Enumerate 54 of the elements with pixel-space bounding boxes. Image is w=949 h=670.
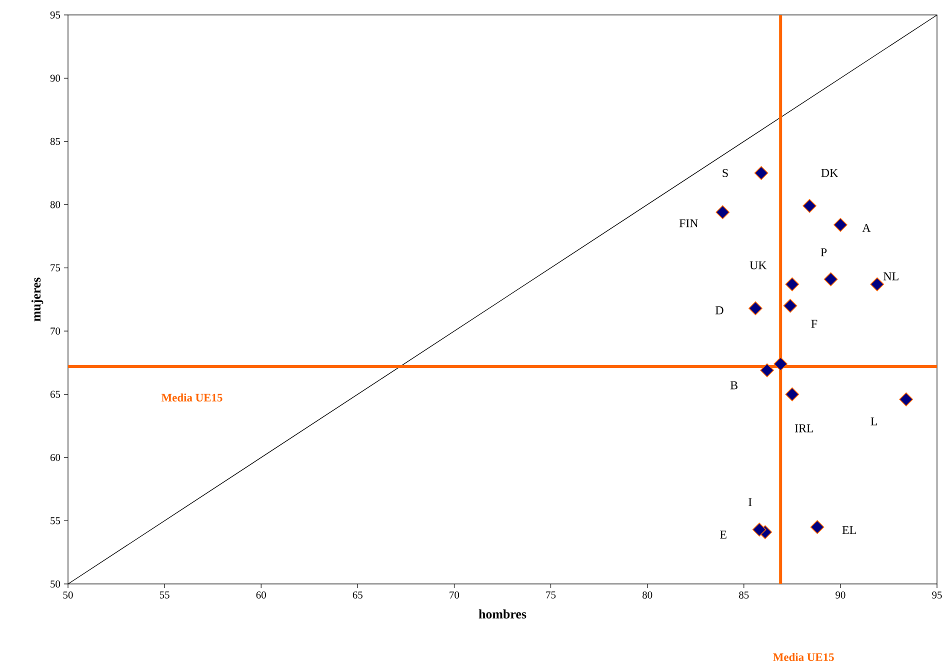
x-tick-label: 60 (256, 592, 266, 599)
annotation: S (722, 169, 728, 178)
y-tick-label: 75 (50, 264, 60, 272)
annotation: A (862, 224, 871, 232)
annotation: F (811, 320, 818, 328)
point (783, 298, 798, 313)
y-tick-label: 65 (50, 390, 60, 398)
ref-line-label: Media UE15 (773, 652, 834, 662)
point (785, 277, 800, 292)
annotation: FIN (679, 219, 698, 228)
point (748, 301, 762, 316)
annotation: DK (821, 168, 838, 177)
y-tick-label: 55 (50, 517, 60, 524)
x-tick-label: 75 (546, 592, 556, 598)
point (774, 357, 788, 371)
annotation: P (820, 248, 827, 256)
annotation: L (870, 417, 878, 426)
y-axis-title: mujeres (31, 278, 44, 322)
point (785, 387, 800, 402)
point (870, 277, 884, 292)
point (834, 218, 848, 232)
point (899, 392, 914, 406)
y-tick-label: 90 (50, 74, 60, 82)
x-tick-label: 85 (739, 592, 749, 599)
annotation: D (716, 306, 724, 314)
y-tick-label: 95 (50, 11, 60, 19)
x-tick-label: 65 (352, 592, 362, 599)
annotation: IRL (794, 424, 814, 432)
x-tick-label: 90 (836, 592, 846, 599)
point (754, 166, 768, 180)
annotation: NL (884, 272, 898, 280)
x-tick-label: 95 (932, 592, 942, 599)
y-tick-label: 70 (50, 328, 60, 335)
point (824, 272, 838, 286)
y-tick-label: 60 (50, 454, 60, 462)
annotation: UK (750, 261, 767, 270)
x-tick-label: 70 (450, 592, 460, 599)
y-tick-label: 50 (50, 580, 60, 588)
y-tick-label: 80 (50, 201, 60, 208)
y-tick-label: 85 (50, 138, 60, 145)
point (802, 199, 816, 213)
ref-line-label: Media UE15 (162, 393, 222, 402)
annotation: E (720, 530, 726, 539)
annotation: I (748, 498, 752, 506)
x-axis-title: hombres (478, 609, 526, 619)
x-tick-label: 50 (63, 592, 73, 599)
point (810, 520, 824, 534)
point (752, 522, 766, 537)
annotation: B (730, 381, 738, 390)
annotation: EL (842, 526, 856, 534)
point (716, 205, 730, 220)
x-tick-label: 80 (642, 592, 652, 599)
point (760, 363, 774, 378)
x-tick-label: 55 (160, 592, 170, 598)
